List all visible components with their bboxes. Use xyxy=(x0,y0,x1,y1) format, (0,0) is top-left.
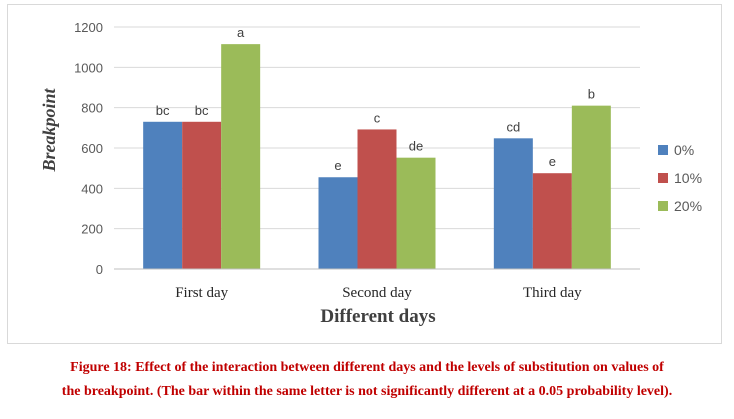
y-tick-label: 400 xyxy=(81,181,103,196)
significance-letter: bc xyxy=(195,103,209,118)
legend-label: 0% xyxy=(674,142,694,158)
y-tick-label: 0 xyxy=(96,262,103,277)
caption-line-1: Figure 18: Effect of the interaction bet… xyxy=(70,360,664,375)
significance-letter: e xyxy=(334,158,341,173)
caption-line-2: the breakpoint. (The bar within the same… xyxy=(61,384,673,399)
x-axis-title: Different days xyxy=(320,306,435,327)
legend-label: 20% xyxy=(674,198,702,214)
legend-swatch xyxy=(658,145,668,155)
significance-letter: e xyxy=(549,154,556,169)
category-label: Third day xyxy=(523,285,582,301)
legend: 0% 10% 20% xyxy=(658,142,702,214)
significance-letter: b xyxy=(588,87,595,102)
category-label: First day xyxy=(175,285,228,301)
y-tick-label: 1000 xyxy=(74,60,103,75)
bars xyxy=(114,44,640,270)
y-tick-label: 1200 xyxy=(74,20,103,35)
y-tick-label: 600 xyxy=(81,141,103,156)
y-tick-labels: 0 200 400 600 800 1000 1200 xyxy=(74,20,103,277)
bar xyxy=(143,121,183,270)
y-axis-title: Breakpoint xyxy=(39,87,59,172)
y-tick-label: 200 xyxy=(81,222,103,237)
bar xyxy=(318,177,358,269)
bar xyxy=(493,138,533,269)
significance-letter: de xyxy=(409,139,423,154)
bar xyxy=(357,129,397,269)
bar xyxy=(221,44,261,270)
bar xyxy=(532,173,572,269)
significance-letter: c xyxy=(374,110,381,125)
category-label: Second day xyxy=(342,285,412,301)
significance-letter: cd xyxy=(506,119,520,134)
category-labels: First day Second day Third day xyxy=(175,285,582,301)
legend-swatch xyxy=(658,201,668,211)
chart-frame: bc bc a e c de cd e b 0 200 400 600 800 1000 1200 Firs… xyxy=(7,4,722,344)
significance-letter: a xyxy=(237,25,245,40)
legend-swatch xyxy=(658,173,668,183)
legend-label: 10% xyxy=(674,170,702,186)
figure-caption: Figure 18: Effect of the interaction bet… xyxy=(0,356,734,404)
significance-letter: bc xyxy=(156,103,170,118)
bar xyxy=(396,157,436,269)
y-tick-label: 800 xyxy=(81,101,103,116)
bar xyxy=(182,121,222,270)
bar xyxy=(571,105,611,270)
